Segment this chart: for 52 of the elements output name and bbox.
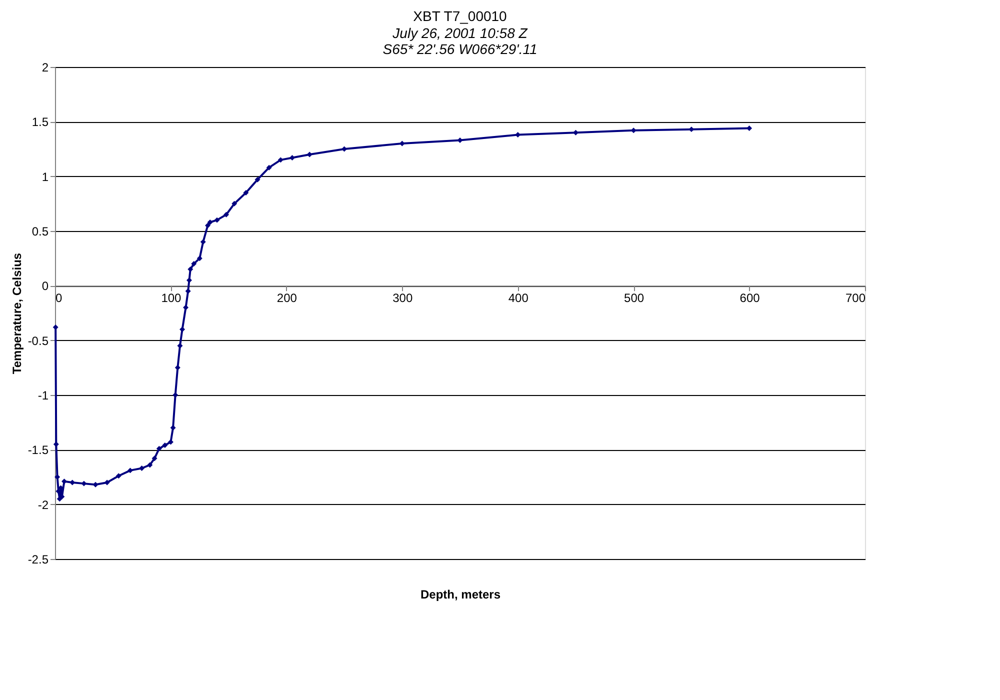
point <box>278 157 284 163</box>
point <box>52 324 58 330</box>
point <box>104 480 110 486</box>
y-tick-label: 1 <box>42 170 49 184</box>
y-tick-label: 0.5 <box>32 224 49 238</box>
point <box>207 220 213 225</box>
point <box>81 480 87 486</box>
point <box>180 326 186 332</box>
point <box>232 200 238 206</box>
point <box>191 261 197 267</box>
point <box>183 304 188 310</box>
point <box>746 125 752 131</box>
y-tick-label: -2 <box>38 498 49 512</box>
x-tick-label: 200 <box>276 291 298 306</box>
point <box>152 456 158 462</box>
x-tick-label: 0 <box>56 291 62 306</box>
x-tick-label: 700 <box>845 291 866 306</box>
y-tick-label: -2.5 <box>28 552 49 566</box>
point <box>306 152 312 158</box>
x-tick-label: 600 <box>740 291 760 306</box>
point <box>168 439 174 445</box>
chart-title: XBT T7_00010 <box>413 8 508 24</box>
chart-subtitle: July 26, 2001 10:58 Z S65* 22'.56 W066*29'.11 <box>382 25 538 57</box>
point <box>162 442 168 448</box>
point <box>196 256 202 262</box>
y-tick-label: -1 <box>38 388 49 402</box>
point <box>200 239 206 245</box>
point <box>289 155 295 160</box>
y-tick-label: 1.5 <box>32 115 49 130</box>
y-tick-label: -1.5 <box>28 443 49 458</box>
x-tick-label: 100 <box>161 291 182 306</box>
x-axis-title: Depth, meters <box>420 588 501 602</box>
y-tick-label: 0 <box>42 279 49 294</box>
point <box>92 482 98 488</box>
y-tick-label: -0.5 <box>28 334 49 348</box>
point <box>127 468 133 474</box>
point <box>62 478 67 484</box>
point <box>214 217 220 223</box>
y-tick-label: 2 <box>42 60 49 74</box>
point <box>156 446 162 452</box>
y-axis-title: Temperature, Celsius <box>10 252 24 374</box>
x-tick-label: 400 <box>508 291 529 306</box>
x-tick-label: 300 <box>392 291 413 306</box>
point <box>266 164 272 170</box>
point <box>116 473 122 479</box>
point <box>139 466 145 471</box>
point <box>205 222 210 228</box>
point <box>254 176 260 182</box>
point <box>224 212 229 218</box>
point <box>243 190 249 196</box>
x-tick-label: 500 <box>624 291 644 306</box>
point <box>147 462 153 468</box>
